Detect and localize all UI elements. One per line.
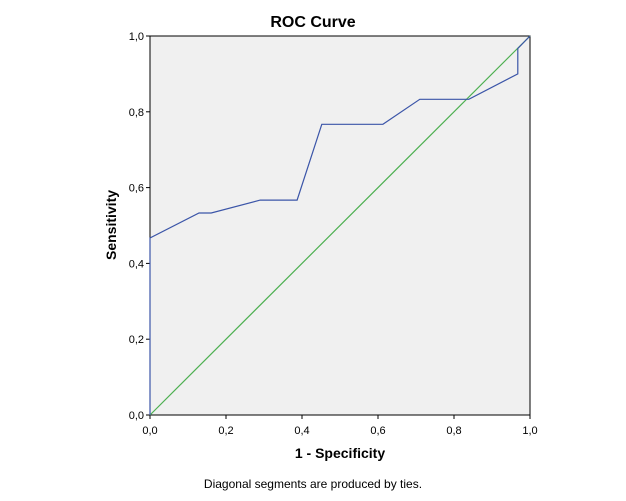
- x-tick-label: 0,8: [446, 425, 461, 437]
- roc-curve-line: [149, 35, 531, 415]
- footnote: Diagonal segments are produced by ties.: [204, 477, 422, 491]
- x-tick-label: 0,4: [294, 425, 309, 437]
- y-axis-label: Sensitivity: [103, 190, 119, 260]
- y-axis-ticks: 0,0 0,2 0,4 0,6 0,8 1,0: [129, 31, 150, 422]
- y-tick-label: 0,2: [129, 334, 144, 346]
- y-tick-label: 0,8: [129, 107, 144, 119]
- x-tick-label: 1,0: [522, 425, 537, 437]
- x-axis-ticks: 0,0 0,2 0,4 0,6 0,8 1,0: [142, 415, 538, 437]
- chart-title: ROC Curve: [270, 14, 355, 31]
- y-tick-label: 0,0: [129, 410, 144, 422]
- y-tick-label: 1,0: [129, 31, 144, 43]
- series-layer: [149, 35, 531, 416]
- y-tick-label: 0,6: [129, 183, 144, 195]
- x-tick-label: 0,0: [142, 425, 157, 437]
- x-tick-label: 0,2: [218, 425, 233, 437]
- x-axis-label: 1 - Specificity: [295, 445, 385, 461]
- x-tick-label: 0,6: [370, 425, 385, 437]
- y-tick-label: 0,4: [129, 258, 144, 270]
